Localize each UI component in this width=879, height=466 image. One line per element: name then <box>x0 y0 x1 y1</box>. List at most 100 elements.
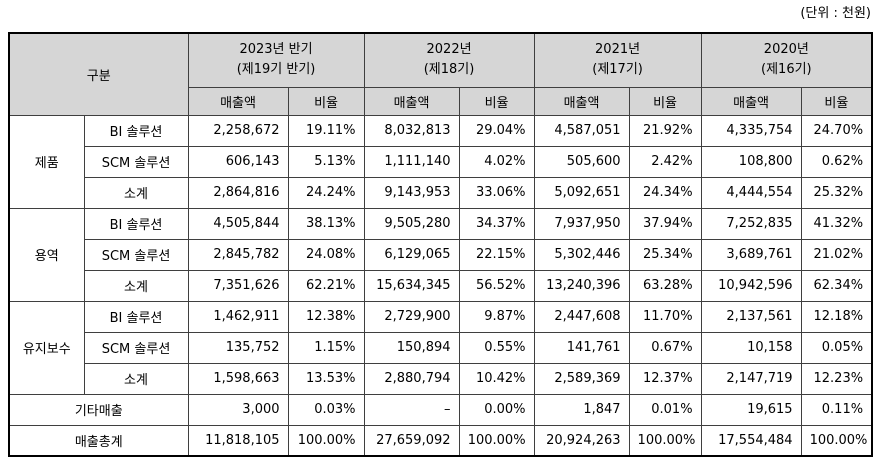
ratio-cell: 1.15% <box>287 331 365 364</box>
ratio-cell: 13.53% <box>287 362 365 395</box>
ratio-cell: 0.05% <box>800 331 873 364</box>
unit-label: (단위 : 천원) <box>800 6 871 21</box>
amount-cell: 505,600 <box>533 145 630 178</box>
amount-header: 매출액 <box>533 86 630 116</box>
table-row: 소계 2,864,816 24.24% 9,143,953 33.06% 5,0… <box>9 176 873 209</box>
amount-cell: 10,158 <box>700 331 802 364</box>
table-row: SCM 솔루션 135,752 1.15% 150,894 0.55% 141,… <box>9 331 873 364</box>
amount-cell: 7,252,835 <box>700 207 802 240</box>
amount-cell: 1,598,663 <box>187 362 289 395</box>
revenue-table: 구분 2023년 반기 (제19기 반기) 2022년 (제18기) 2021년… <box>8 32 874 457</box>
amount-header: 매출액 <box>363 86 460 116</box>
ratio-cell: 62.34% <box>800 269 873 302</box>
amount-cell: 2,137,561 <box>700 300 802 333</box>
amount-header: 매출액 <box>187 86 289 116</box>
amount-cell: 4,587,051 <box>533 114 630 147</box>
table-row: 소계 1,598,663 13.53% 2,880,794 10.42% 2,5… <box>9 362 873 395</box>
amount-cell: 2,864,816 <box>187 176 289 209</box>
ratio-cell: 0.01% <box>628 393 702 426</box>
row-label: 소계 <box>83 362 189 395</box>
amount-cell: 20,924,263 <box>533 424 630 457</box>
amount-cell: 606,143 <box>187 145 289 178</box>
ratio-cell: 24.34% <box>628 176 702 209</box>
amount-cell: 4,335,754 <box>700 114 802 147</box>
ratio-cell: 12.23% <box>800 362 873 395</box>
table-row: 제품 BI 솔루션 2,258,672 19.11% 8,032,813 29.… <box>8 114 873 209</box>
amount-cell: 5,302,446 <box>533 238 630 271</box>
amount-cell: 2,880,794 <box>363 362 460 395</box>
amount-header: 매출액 <box>700 86 802 116</box>
amount-cell: 6,129,065 <box>363 238 460 271</box>
ratio-header: 비율 <box>800 86 873 116</box>
ratio-cell: 38.13% <box>287 207 365 240</box>
ratio-cell: 100.00% <box>287 424 365 457</box>
col-group-2023: 2023년 반기 (제19기 반기) <box>187 32 365 88</box>
col-group-2021: 2021년 (제17기) <box>533 32 702 88</box>
ratio-cell: 12.38% <box>287 300 365 333</box>
table-row: 유지보수 BI 솔루션 1,462,911 12.38% 2,729,900 9… <box>8 300 873 395</box>
row-label: 소계 <box>83 176 189 209</box>
ratio-header: 비율 <box>287 86 365 116</box>
amount-cell: 2,845,782 <box>187 238 289 271</box>
table-row: 용역 BI 솔루션 4,505,844 38.13% 9,505,280 34.… <box>8 207 873 302</box>
ratio-cell: 24.08% <box>287 238 365 271</box>
col-group-subtitle: (제17기) <box>592 62 643 78</box>
col-group-2022: 2022년 (제18기) <box>363 32 535 88</box>
amount-cell: 141,761 <box>533 331 630 364</box>
row-label: SCM 솔루션 <box>83 238 189 271</box>
amount-cell: 2,447,608 <box>533 300 630 333</box>
col-group-title: 2022년 <box>426 42 472 58</box>
header-row-years: 구분 2023년 반기 (제19기 반기) 2022년 (제18기) 2021년… <box>8 32 873 116</box>
amount-cell: 11,818,105 <box>187 424 289 457</box>
amount-cell: 9,505,280 <box>363 207 460 240</box>
amount-cell: – <box>363 393 460 426</box>
col-group-title: 2023년 반기 <box>239 42 313 58</box>
amount-cell: 9,143,953 <box>363 176 460 209</box>
row-label: SCM 솔루션 <box>83 331 189 364</box>
col-group-subtitle: (제18기) <box>423 62 475 78</box>
header-row-measures: 매출액 비율 매출액 비율 매출액 비율 매출액 비율 <box>9 86 873 116</box>
row-label: 소계 <box>83 269 189 302</box>
ratio-cell: 21.92% <box>628 114 702 147</box>
amount-cell: 5,092,651 <box>533 176 630 209</box>
table-row: SCM 솔루션 606,143 5.13% 1,111,140 4.02% 50… <box>9 145 873 178</box>
ratio-cell: 22.15% <box>458 238 535 271</box>
row-label-total-sales: 매출총계 <box>8 424 189 457</box>
ratio-cell: 56.52% <box>458 269 535 302</box>
ratio-cell: 37.94% <box>628 207 702 240</box>
ratio-cell: 4.02% <box>458 145 535 178</box>
ratio-cell: 34.37% <box>458 207 535 240</box>
ratio-cell: 11.70% <box>628 300 702 333</box>
col-group-subtitle: (제16기) <box>761 62 812 78</box>
ratio-cell: 12.18% <box>800 300 873 333</box>
ratio-cell: 100.00% <box>800 424 873 457</box>
amount-cell: 108,800 <box>700 145 802 178</box>
amount-cell: 27,659,092 <box>363 424 460 457</box>
ratio-cell: 0.55% <box>458 331 535 364</box>
table-row: 매출총계 11,818,105 100.00% 27,659,092 100.0… <box>8 424 873 457</box>
amount-cell: 10,942,596 <box>700 269 802 302</box>
ratio-cell: 19.11% <box>287 114 365 147</box>
ratio-cell: 9.87% <box>458 300 535 333</box>
ratio-cell: 21.02% <box>800 238 873 271</box>
ratio-cell: 12.37% <box>628 362 702 395</box>
amount-cell: 1,462,911 <box>187 300 289 333</box>
table-row: 소계 7,351,626 62.21% 15,634,345 56.52% 13… <box>9 269 873 302</box>
ratio-cell: 25.34% <box>628 238 702 271</box>
ratio-cell: 10.42% <box>458 362 535 395</box>
amount-cell: 1,111,140 <box>363 145 460 178</box>
amount-cell: 3,689,761 <box>700 238 802 271</box>
ratio-cell: 0.67% <box>628 331 702 364</box>
ratio-cell: 100.00% <box>628 424 702 457</box>
ratio-cell: 33.06% <box>458 176 535 209</box>
amount-cell: 1,847 <box>533 393 630 426</box>
group-label-maintenance: 유지보수 <box>8 300 85 395</box>
row-label: BI 솔루션 <box>83 207 189 240</box>
amount-cell: 4,444,554 <box>700 176 802 209</box>
amount-cell: 2,147,719 <box>700 362 802 395</box>
col-group-title: 2021년 <box>595 42 641 58</box>
row-label: BI 솔루션 <box>83 114 189 147</box>
ratio-header: 비율 <box>628 86 702 116</box>
ratio-cell: 0.11% <box>800 393 873 426</box>
